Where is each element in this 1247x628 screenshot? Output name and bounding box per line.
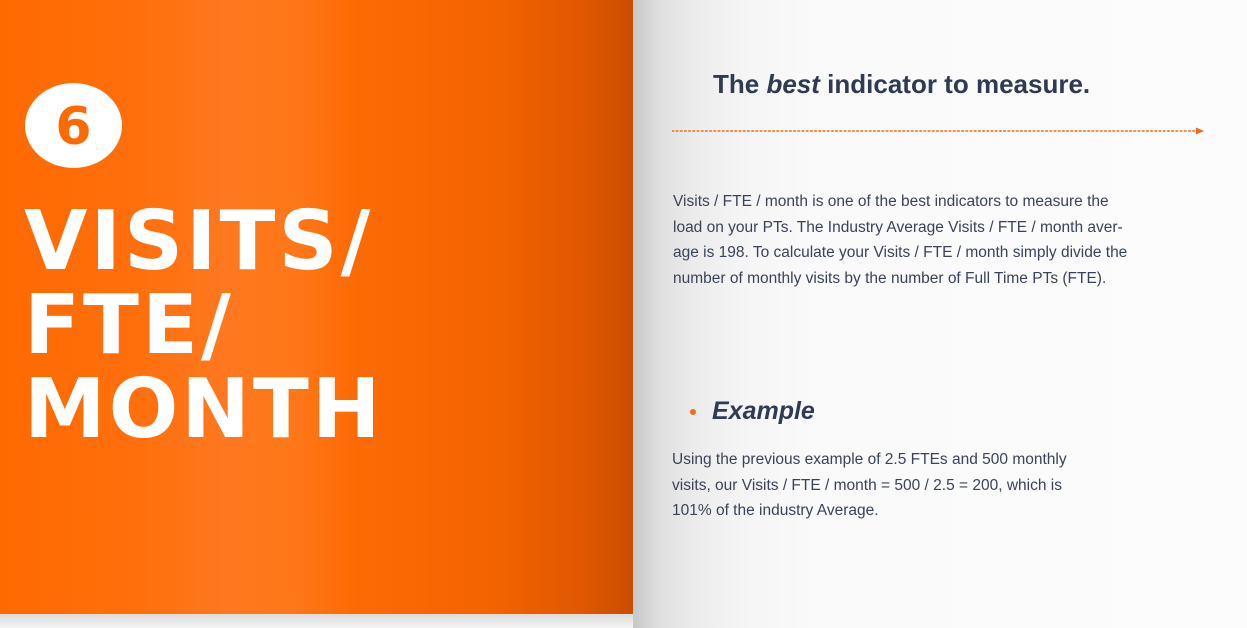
indicator-description: Visits / FTE / month is one of the best …	[673, 189, 1233, 291]
headline-start: The	[713, 69, 760, 99]
section-number-badge: 6	[25, 83, 122, 168]
section-title-line-1: VISITS/	[24, 194, 374, 289]
page-bottom-edge	[0, 614, 633, 628]
description-line-1: Visits / FTE / month is one of the best …	[673, 193, 1109, 210]
example-text: Using the previous example of 2.5 FTEs a…	[672, 447, 1192, 524]
section-title-line-3: MONTH	[24, 362, 384, 457]
page-sheen	[230, 0, 350, 614]
example-line-2: visits, our Visits / FTE / month = 500 /…	[672, 476, 1062, 494]
left-page-panel: 6 VISITS/ FTE/ MONTH	[0, 0, 633, 614]
section-title: VISITS/ FTE/ MONTH	[24, 200, 384, 452]
section-title-line-2: FTE/	[24, 278, 234, 373]
headline-end: indicator to measure.	[827, 69, 1091, 99]
dotted-arrow-divider	[672, 127, 1204, 135]
right-page-panel	[633, 0, 1247, 628]
example-line-1: Using the previous example of 2.5 FTEs a…	[672, 451, 1067, 468]
description-line-3: age is 198. To calculate your Visits / F…	[673, 244, 1128, 261]
example-heading: Example	[690, 394, 815, 428]
headline-emphasis: best	[766, 69, 820, 99]
section-number: 6	[55, 96, 92, 157]
bullet-dot-icon	[690, 409, 696, 415]
description-line-2: load on your PTs. The Industry Average V…	[673, 218, 1123, 236]
example-line-3: 101% of the industry Average.	[672, 502, 879, 519]
headline: The best indicator to measure.	[713, 67, 1090, 101]
example-heading-label: Example	[712, 397, 815, 425]
description-line-4: number of monthly visits by the number o…	[673, 269, 1107, 287]
